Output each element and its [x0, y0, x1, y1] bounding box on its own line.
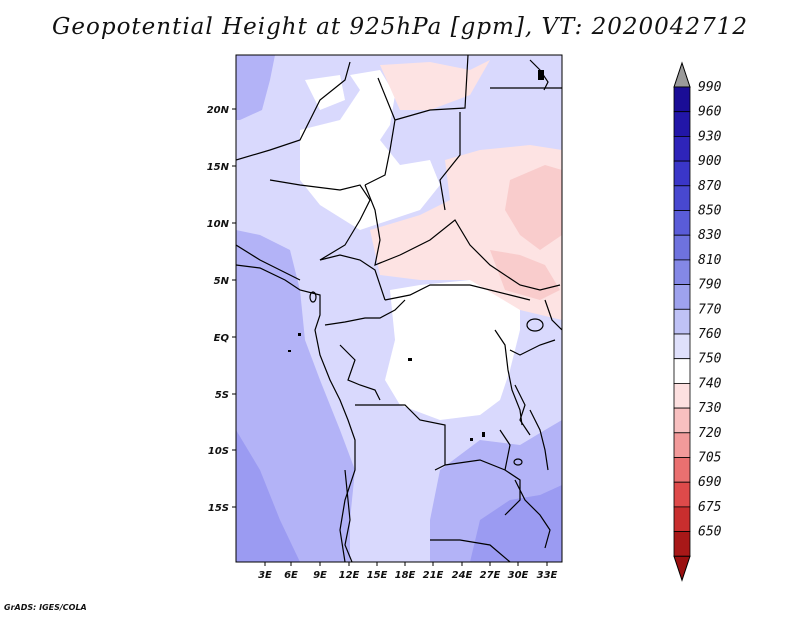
colorbar-segment	[673, 259, 691, 285]
colorbar-level-label: 705	[698, 451, 722, 466]
country-borders	[236, 55, 562, 562]
colorbar-level-label: 760	[698, 327, 722, 342]
field-ocean-dark	[236, 430, 300, 562]
colorbar-level-label: 720	[698, 426, 722, 441]
x-tick-labels: 3E 6E 9E 12E 15E 18E 21E 24E 27E 30E 33E	[258, 570, 557, 581]
map-plot	[236, 55, 562, 562]
colorbar-level-label: 960	[698, 105, 722, 120]
colorbar-segment	[673, 234, 691, 261]
x-tick-label: 15E	[367, 570, 388, 581]
colorbar-bottom-arrow	[673, 555, 691, 582]
y-tick-label: 10S	[208, 446, 229, 457]
colorbar-segment	[673, 382, 691, 409]
colorbar-level-label: 730	[698, 401, 722, 416]
colorbar-level-label: 870	[698, 179, 722, 194]
colorbar-segment	[673, 407, 691, 434]
colorbar-segment	[673, 135, 691, 162]
colorbar-level-label: 810	[698, 253, 722, 268]
x-tick-label: 27E	[480, 570, 501, 581]
colorbar-segment	[673, 481, 691, 508]
colorbar-level-label: 990	[698, 80, 722, 95]
x-tick-label: 3E	[258, 570, 272, 581]
colorbar-segment	[673, 185, 691, 211]
colorbar-top-arrow	[673, 61, 691, 88]
colorbar-segment	[673, 210, 691, 236]
y-tick-labels: 20N 15N 10N 5N EQ 5S 10S 15S	[207, 105, 230, 514]
y-tick-label: 10N	[207, 219, 230, 230]
x-tick-label: 6E	[284, 570, 298, 581]
x-axis	[264, 562, 548, 566]
coastlines	[236, 264, 551, 562]
colorbar-level-label: 675	[698, 500, 722, 515]
x-tick-label: 12E	[339, 570, 360, 581]
y-tick-label: 5S	[215, 390, 229, 401]
field-white-patch	[305, 75, 345, 110]
y-axis	[232, 108, 236, 508]
colorbar-segment	[673, 506, 691, 532]
colorbar-level-label: 850	[698, 204, 722, 219]
colorbar-level-label: 740	[698, 376, 722, 391]
colorbar-level-label: 650	[698, 525, 722, 540]
colorbar-level-label: 930	[698, 129, 722, 144]
red-sea-coast	[529, 59, 549, 91]
x-tick-label: 30E	[508, 570, 529, 581]
y-tick-label: 15S	[208, 503, 229, 514]
colorbar-segment	[673, 358, 691, 384]
field-southeast-dark	[470, 485, 562, 562]
colorbar-level-label: 750	[698, 352, 722, 367]
field-ocean-mid	[236, 230, 355, 562]
field-pink-core	[505, 165, 562, 250]
colorbar-segment	[673, 457, 691, 483]
colorbar-level-label: 790	[698, 278, 722, 293]
y-tick-label: 20N	[207, 105, 230, 116]
map-title: Geopotential Height at 925hPa [gpm], VT:…	[52, 14, 748, 40]
field-pink-core2	[490, 250, 560, 300]
x-tick-label: 24E	[452, 570, 473, 581]
colorbar-level-label: 830	[698, 228, 722, 243]
grads-credit: GrADS: IGES/COLA	[4, 603, 87, 612]
field-northwest-mid	[236, 55, 275, 120]
x-tick-label: 21E	[423, 570, 444, 581]
colorbar-segment	[673, 308, 691, 335]
y-tick-label: EQ	[214, 333, 230, 344]
colorbar-level-label: 690	[698, 475, 722, 490]
map-frame	[235, 54, 563, 563]
y-tick-label: 15N	[207, 162, 230, 173]
x-tick-label: 9E	[313, 570, 327, 581]
field-white-central	[385, 280, 520, 420]
colorbar-segment	[673, 284, 691, 310]
colorbar-segment	[673, 531, 691, 557]
field-pink-north	[380, 60, 490, 110]
y-tick-label: 5N	[214, 276, 230, 287]
colorbar-segment	[673, 86, 691, 113]
x-tick-label: 33E	[537, 570, 558, 581]
colorbar-level-label: 900	[698, 154, 722, 169]
colorbar-segment	[673, 111, 691, 137]
x-tick-label: 18E	[395, 570, 416, 581]
colorbar: 990 960 930 900 870 850 830 810 790 770 760 750 740 7…	[673, 61, 722, 582]
colorbar-segment	[673, 333, 691, 360]
colorbar-segment	[673, 432, 691, 458]
colorbar-level-label: 770	[698, 302, 722, 317]
island-marks	[288, 70, 544, 441]
field-white-north	[300, 70, 440, 230]
colorbar-segment	[673, 160, 691, 187]
